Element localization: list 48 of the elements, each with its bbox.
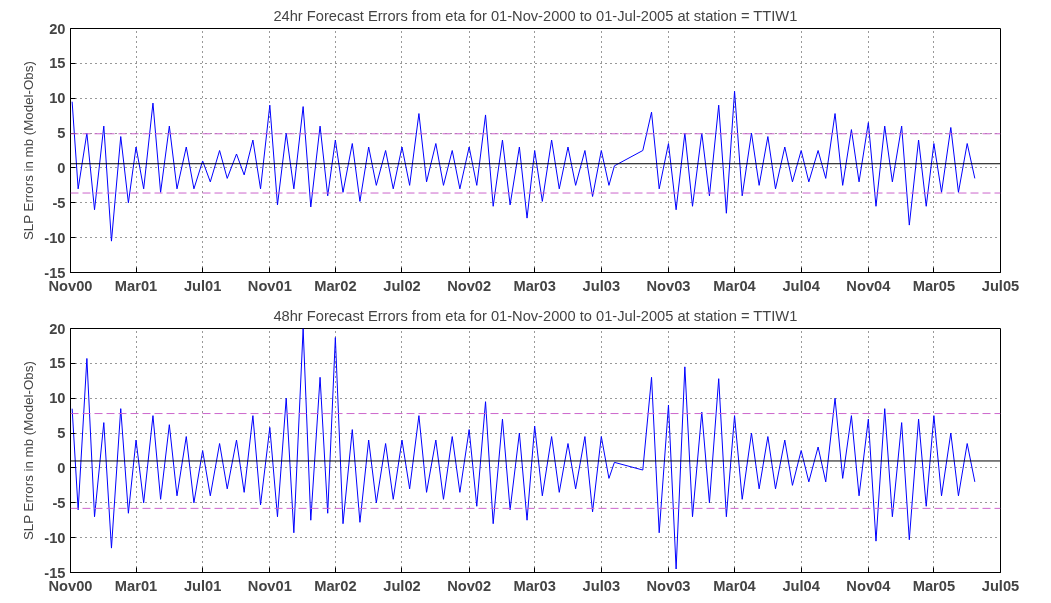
y-tick-label: 20 — [49, 320, 66, 337]
x-tick-label: Jul04 — [782, 277, 821, 294]
x-tick-label: Jul04 — [782, 577, 821, 594]
x-tick-label: Mar02 — [314, 277, 357, 294]
x-tick-label: Mar04 — [713, 577, 757, 594]
x-tick-label: Jul01 — [183, 277, 222, 294]
x-tick-label: Mar03 — [513, 577, 556, 594]
x-tick-label: Jul03 — [582, 577, 621, 594]
y-axis-title: SLP Errors in mb (Model-Obs) — [21, 361, 37, 541]
y-tick-label: -10 — [44, 229, 66, 246]
x-tick-label: Nov04 — [846, 277, 892, 294]
chart-title: 24hr Forecast Errors from eta for 01-Nov-2000 to 01-Jul-2005 at station = TTIW1 — [273, 7, 798, 24]
y-tick-label: -10 — [44, 529, 66, 546]
x-tick-label: Nov02 — [447, 577, 492, 594]
x-tick-label: Jul01 — [183, 577, 222, 594]
x-tick-label: Mar05 — [912, 277, 956, 294]
x-tick-label: Nov04 — [846, 577, 892, 594]
y-tick-label: 15 — [49, 355, 66, 372]
y-tick-label: 0 — [57, 159, 66, 176]
x-tick-label: Mar03 — [513, 277, 556, 294]
y-tick-label: 20 — [49, 20, 66, 37]
x-tick-label: Nov01 — [247, 577, 292, 594]
x-tick-label: Mar05 — [912, 577, 956, 594]
x-tick-label: Jul05 — [981, 277, 1020, 294]
y-tick-label: 10 — [49, 90, 66, 107]
x-tick-label: Nov03 — [646, 277, 691, 294]
x-tick-label: Nov01 — [247, 277, 292, 294]
x-tick-label: Nov03 — [646, 577, 691, 594]
y-tick-label: 0 — [57, 459, 66, 476]
y-tick-label: 15 — [49, 55, 66, 72]
x-tick-label: Jul05 — [981, 577, 1020, 594]
x-tick-label: Mar01 — [114, 577, 158, 594]
x-tick-label: Jul02 — [383, 277, 421, 294]
y-tick-label: 5 — [57, 425, 66, 442]
x-tick-label: Nov02 — [447, 277, 492, 294]
x-tick-label: Mar02 — [314, 577, 357, 594]
y-axis-title: SLP Errors in mb (Model-Obs) — [21, 61, 37, 241]
chart-title: 48hr Forecast Errors from eta for 01-Nov-2000 to 01-Jul-2005 at station = TTIW1 — [273, 307, 798, 324]
y-tick-label: -5 — [52, 494, 66, 511]
x-tick-label: Jul03 — [582, 277, 621, 294]
y-tick-label: 10 — [49, 390, 66, 407]
line-series — [71, 328, 976, 570]
line-series — [71, 90, 976, 242]
y-tick-label: 5 — [57, 125, 66, 142]
x-tick-label: Mar01 — [114, 277, 158, 294]
y-tick-label: -5 — [52, 194, 66, 211]
x-tick-label: Mar04 — [713, 277, 757, 294]
x-tick-label: Jul02 — [383, 577, 421, 594]
